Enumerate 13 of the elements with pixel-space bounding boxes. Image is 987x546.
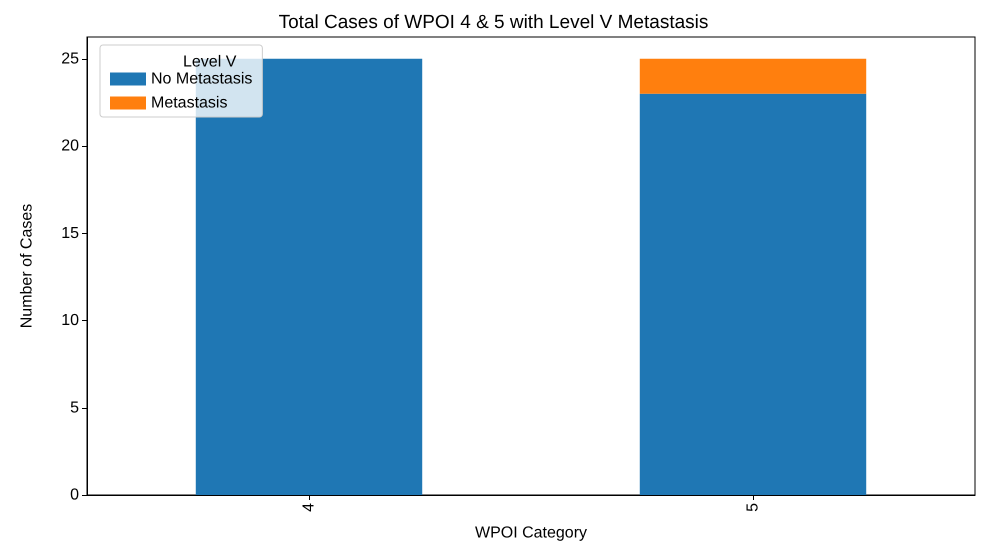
legend-title: Level V [183, 54, 237, 70]
chart-title: Total Cases of WPOI 4 & 5 with Level V Metastasis [278, 12, 708, 33]
y-tick-label: 25 [61, 50, 80, 68]
y-axis-title: Number of Cases [18, 204, 36, 328]
legend-label: No Metastasis [151, 70, 252, 88]
y-tick-label: 5 [70, 399, 80, 416]
y-tick-label: 20 [61, 138, 80, 155]
y-tick-label: 0 [70, 486, 80, 504]
legend-label: Metastasis [151, 94, 228, 112]
y-tick-label: 15 [61, 224, 80, 242]
y-tick-label: 10 [61, 312, 80, 330]
x-tick-label: 4 [300, 502, 318, 512]
x-axis-title: WPOI Category [474, 524, 588, 542]
